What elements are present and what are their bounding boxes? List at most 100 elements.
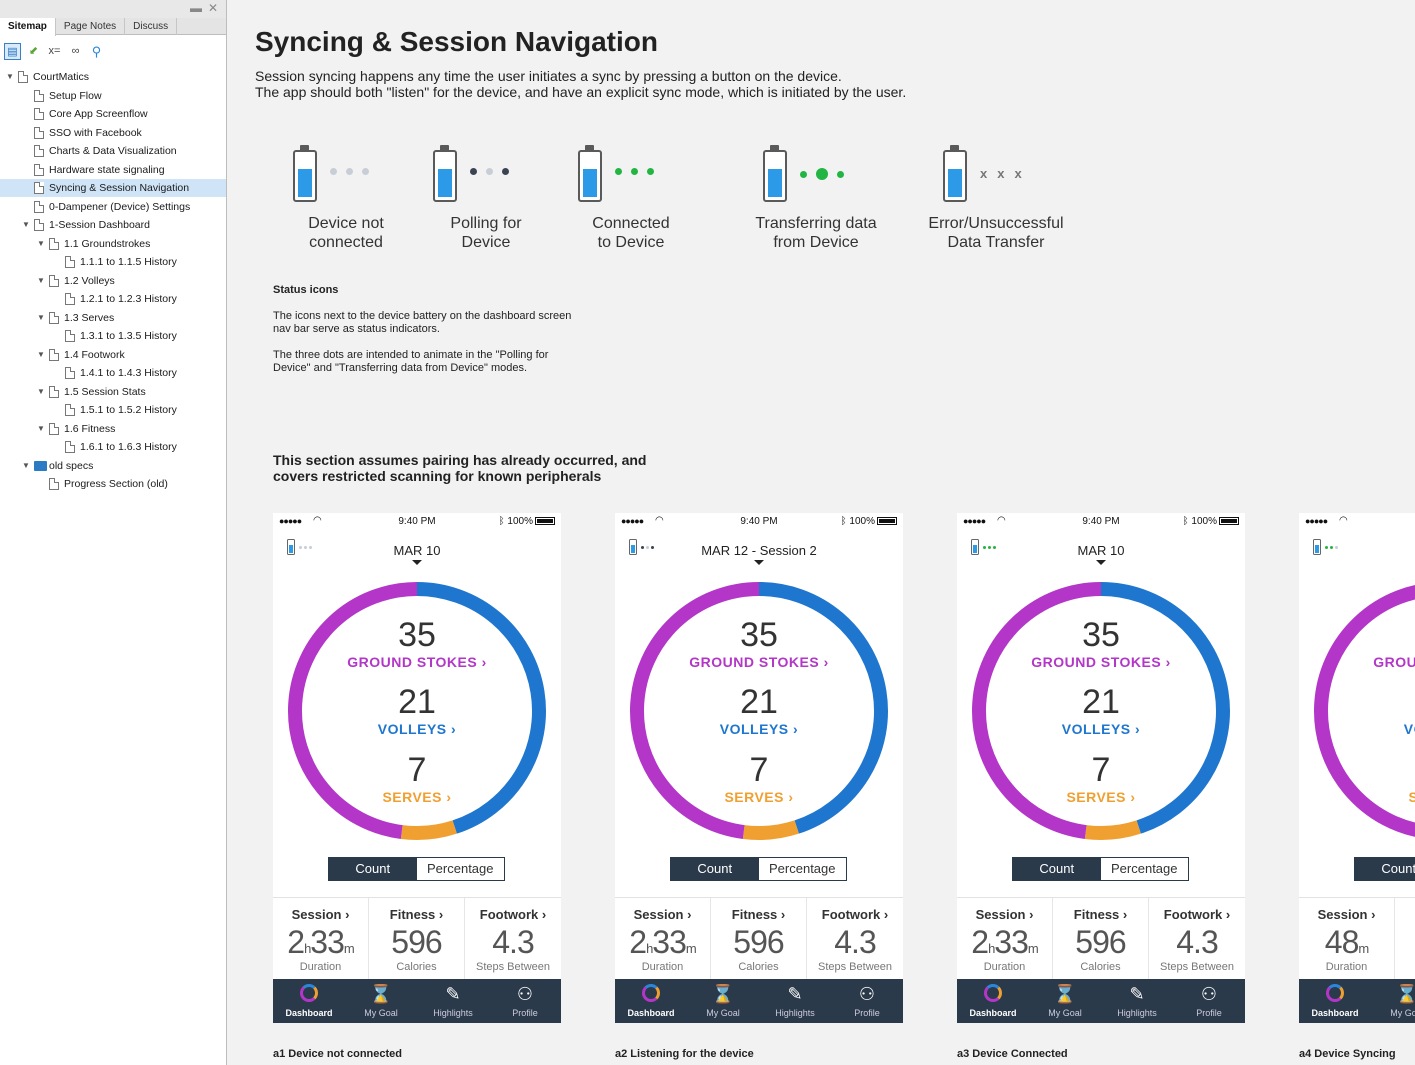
session-date[interactable]: MAR 12 - Session 2 xyxy=(701,543,817,558)
count-segment[interactable]: Count xyxy=(329,858,417,880)
tab-profile[interactable]: ⚇ Profile xyxy=(1173,979,1245,1023)
sitemap-item[interactable]: Core App Screenflow xyxy=(0,105,226,123)
chevron-down-icon[interactable] xyxy=(754,560,764,565)
serves-label[interactable]: SERVES › xyxy=(615,789,903,805)
session-metric[interactable]: Session › 48m Duration xyxy=(1299,898,1395,980)
volleys-label[interactable]: VOLLEYS › xyxy=(957,721,1245,737)
sitemap-item[interactable]: Hardware state signaling xyxy=(0,161,226,179)
tab-my-goal[interactable]: ⌛ My Goal xyxy=(1371,979,1415,1023)
percentage-segment[interactable]: Percentage xyxy=(758,858,846,880)
session-metric[interactable]: Session › 2h33m Duration xyxy=(615,898,711,980)
sitemap-item[interactable]: 1.4.1 to 1.4.3 History xyxy=(0,364,226,382)
sitemap-item[interactable]: SSO with Facebook xyxy=(0,124,226,142)
percentage-segment[interactable]: Percentage xyxy=(1100,858,1188,880)
chevron-down-icon[interactable] xyxy=(1096,560,1106,565)
tab-highlights[interactable]: ✎ Highlights xyxy=(1101,979,1173,1023)
expand-arrow-icon[interactable]: ▼ xyxy=(22,460,30,470)
sitemap-item[interactable]: ▼ 1-Session Dashboard xyxy=(0,216,226,234)
sitemap-item[interactable]: 1.2.1 to 1.2.3 History xyxy=(0,290,226,308)
count-segment[interactable]: Count xyxy=(1355,858,1415,880)
sitemap-item[interactable]: 1.3.1 to 1.3.5 History xyxy=(0,327,226,345)
move-page-icon[interactable]: ⬋ xyxy=(28,44,39,57)
device-battery-icon[interactable] xyxy=(629,539,637,555)
search-icon[interactable]: ⚲ xyxy=(91,43,102,59)
serves-label[interactable]: SERVES › xyxy=(1299,789,1415,805)
tab-my-goal[interactable]: ⌛ My Goal xyxy=(1029,979,1101,1023)
expand-arrow-icon[interactable]: ▼ xyxy=(37,238,45,248)
expand-arrow-icon[interactable]: ▼ xyxy=(6,72,14,81)
device-battery-icon[interactable] xyxy=(287,539,295,555)
footwork-metric[interactable]: Footwork › 4.3 Steps Between xyxy=(1149,898,1245,980)
groundstrokes-label[interactable]: GROUND STOKES › xyxy=(1299,654,1415,670)
footwork-metric[interactable]: Footwork › 4.3 Steps Between xyxy=(465,898,561,980)
tab-my-goal[interactable]: ⌛ My Goal xyxy=(345,979,417,1023)
tab-page-notes[interactable]: Page Notes xyxy=(56,18,126,35)
link-icon[interactable]: ∞ xyxy=(71,44,80,57)
tab-dashboard[interactable]: Dashboard xyxy=(957,979,1029,1023)
tab-highlights[interactable]: ✎ Highlights xyxy=(759,979,831,1023)
tab-profile[interactable]: ⚇ Profile xyxy=(831,979,903,1023)
sitemap-item[interactable]: ▼ old specs xyxy=(0,457,226,475)
sitemap-item[interactable]: ▼ 1.5 Session Stats xyxy=(0,383,226,401)
serves-label[interactable]: SERVES › xyxy=(957,789,1245,805)
device-battery-icon[interactable] xyxy=(1313,539,1321,555)
sitemap-item[interactable]: 1.5.1 to 1.5.2 History xyxy=(0,401,226,419)
session-metric[interactable]: Session › 2h33m Duration xyxy=(273,898,369,980)
expand-arrow-icon[interactable]: ▼ xyxy=(37,312,45,322)
groundstrokes-label[interactable]: GROUND STOKES › xyxy=(273,654,561,670)
session-date[interactable]: MAR 10 xyxy=(1077,543,1125,558)
footwork-metric[interactable]: Footwork › 4.3 Steps Between xyxy=(807,898,903,980)
expand-arrow-icon[interactable]: ▼ xyxy=(37,275,45,285)
tab-dashboard[interactable]: Dashboard xyxy=(1299,979,1371,1023)
tab-my-goal[interactable]: ⌛ My Goal xyxy=(687,979,759,1023)
volleys-label[interactable]: VOLLEYS › xyxy=(615,721,903,737)
chevron-down-icon[interactable] xyxy=(412,560,422,565)
volleys-label[interactable]: VOLLEYS › xyxy=(273,721,561,737)
session-metric[interactable]: Session › 2h33m Duration xyxy=(957,898,1053,980)
minimize-icon[interactable]: ▬ xyxy=(190,1,202,15)
volleys-label[interactable]: VOLLEYS › xyxy=(1299,721,1415,737)
add-page-icon[interactable]: ▤ xyxy=(4,42,21,60)
count-segment[interactable]: Count xyxy=(1013,858,1101,880)
device-battery-icon[interactable] xyxy=(971,539,979,555)
groundstrokes-label[interactable]: GROUND STOKES › xyxy=(957,654,1245,670)
sitemap-item[interactable]: Syncing & Session Navigation xyxy=(0,179,226,197)
status-time: 9:40 PM xyxy=(398,516,436,527)
close-icon[interactable]: ✕ xyxy=(208,1,219,15)
tab-profile[interactable]: ⚇ Profile xyxy=(489,979,561,1023)
sitemap-item[interactable]: ▼ 1.2 Volleys xyxy=(0,272,226,290)
sitemap-item[interactable]: 0-Dampener (Device) Settings xyxy=(0,198,226,216)
groundstrokes-label[interactable]: GROUND STOKES › xyxy=(615,654,903,670)
sitemap-item[interactable]: Progress Section (old) xyxy=(0,475,226,493)
sitemap-item[interactable]: Setup Flow xyxy=(0,87,226,105)
sitemap-item-label: Setup Flow xyxy=(49,89,102,102)
sitemap-item[interactable]: ▼ 1.4 Footwork xyxy=(0,346,226,364)
percentage-segment[interactable]: Percentage xyxy=(416,858,504,880)
sitemap-item[interactable]: 1.1.1 to 1.1.5 History xyxy=(0,253,226,271)
serves-label[interactable]: SERVES › xyxy=(273,789,561,805)
sitemap-item[interactable]: ▼ 1.1 Groundstrokes xyxy=(0,235,226,253)
tab-dashboard[interactable]: Dashboard xyxy=(615,979,687,1023)
status-caption-line-1: Polling for xyxy=(450,215,522,232)
sitemap-item[interactable]: 1.6.1 to 1.6.3 History xyxy=(0,438,226,456)
expand-arrow-icon[interactable]: ▼ xyxy=(37,386,45,396)
expand-arrow-icon[interactable]: ▼ xyxy=(22,220,30,229)
intro-line-2: The app should both "listen" for the dev… xyxy=(255,84,907,100)
expand-arrow-icon[interactable]: ▼ xyxy=(37,423,45,433)
sitemap-item[interactable]: ▼ 1.6 Fitness xyxy=(0,420,226,438)
sitemap-item[interactable]: ▼ CourtMatics xyxy=(0,68,226,86)
tab-discuss[interactable]: Discuss xyxy=(125,18,178,35)
sitemap-item[interactable]: Charts & Data Visualization xyxy=(0,142,226,160)
tab-highlights[interactable]: ✎ Highlights xyxy=(417,979,489,1023)
tab-sitemap[interactable]: Sitemap xyxy=(0,18,56,36)
variables-icon[interactable]: x= xyxy=(48,44,61,57)
tab-dashboard[interactable]: Dashboard xyxy=(273,979,345,1023)
expand-arrow-icon[interactable]: ▼ xyxy=(37,349,45,359)
sitemap-item[interactable]: ▼ 1.3 Serves xyxy=(0,309,226,327)
session-date[interactable]: MAR 10 xyxy=(393,543,441,558)
count-segment[interactable]: Count xyxy=(671,858,759,880)
